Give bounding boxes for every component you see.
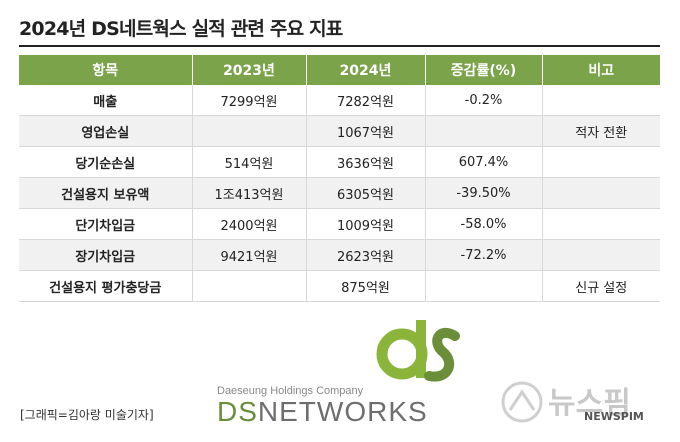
table-row: 장기차입금 9421억원 2623억원 -72.2% [19,239,660,271]
graphic-credit: [그래픽=김아랑 미술기자] [20,408,154,422]
header-item: 항목 [19,55,193,85]
cell-change [425,270,543,302]
cell-change: -72.2% [425,239,543,271]
cell-2023: 1조413억원 [192,177,307,209]
cell-note [542,239,660,271]
cell-2023: 514억원 [192,146,307,178]
cell-2023 [192,115,307,147]
indicators-table: 항목 2023년 2024년 증감률(%) 비고 매출 7299억원 7282억… [19,55,660,302]
header-2023: 2023년 [192,55,307,85]
watermark-sub: NEWSPIM [584,410,644,423]
title-divider [19,45,660,47]
cell-2024: 6305억원 [306,177,426,209]
page-title: 2024년 DS네트웍스 실적 관련 주요 지표 [19,18,343,40]
cell-2024: 7282억원 [306,85,426,116]
cell-2024: 1067억원 [306,115,426,147]
cell-note [542,177,660,209]
table-row: 건설용지 평가충당금 875억원 신규 설정 [19,270,660,302]
cell-note [542,85,660,116]
cell-item: 영업손실 [19,115,193,147]
cell-item: 건설용지 보유액 [19,177,193,209]
company-subtitle: Daeseung Holdings Company [217,385,364,397]
cell-2023: 7299억원 [192,85,307,116]
table-row: 영업손실 1067억원 적자 전환 [19,115,660,147]
cell-item: 당기순손실 [19,146,193,178]
table-row: 당기순손실 514억원 3636억원 607.4% [19,146,660,178]
cell-2024: 875억원 [306,270,426,302]
cell-note: 적자 전환 [542,115,660,147]
table-row: 단기차입금 2400억원 1009억원 -58.0% [19,208,660,240]
header-2024: 2024년 [306,55,426,85]
cell-2023 [192,270,307,302]
watermark-text: 뉴스핌 [548,386,631,421]
brand-networks: NETWORKS [257,396,428,427]
cell-change: -58.0% [425,208,543,240]
cell-2024: 3636억원 [306,146,426,178]
cell-item: 장기차입금 [19,239,193,271]
cell-change [425,115,543,147]
brand-ds: DS [217,396,258,427]
cell-item: 건설용지 평가충당금 [19,270,193,302]
cell-2024: 2623억원 [306,239,426,271]
table-row: 건설용지 보유액 1조413억원 6305억원 -39.50% [19,177,660,209]
cell-2023: 9421억원 [192,239,307,271]
cell-note [542,146,660,178]
cell-item: 매출 [19,85,193,116]
cell-2024: 1009억원 [306,208,426,240]
cell-change: 607.4% [425,146,543,178]
cell-2023: 2400억원 [192,208,307,240]
header-note: 비고 [542,55,660,85]
cell-note: 신규 설정 [542,270,660,302]
newspim-watermark-icon [501,381,543,423]
ds-logo-mark [376,320,460,382]
brand-wordmark: DSNETWORKS [217,396,428,428]
cell-change: -39.50% [425,177,543,209]
header-change: 증감률(%) [425,55,543,85]
cell-item: 단기차입금 [19,208,193,240]
table-header-row: 항목 2023년 2024년 증감률(%) 비고 [19,55,660,85]
cell-note [542,208,660,240]
table-row: 매출 7299억원 7282억원 -0.2% [19,85,660,116]
cell-change: -0.2% [425,85,543,116]
